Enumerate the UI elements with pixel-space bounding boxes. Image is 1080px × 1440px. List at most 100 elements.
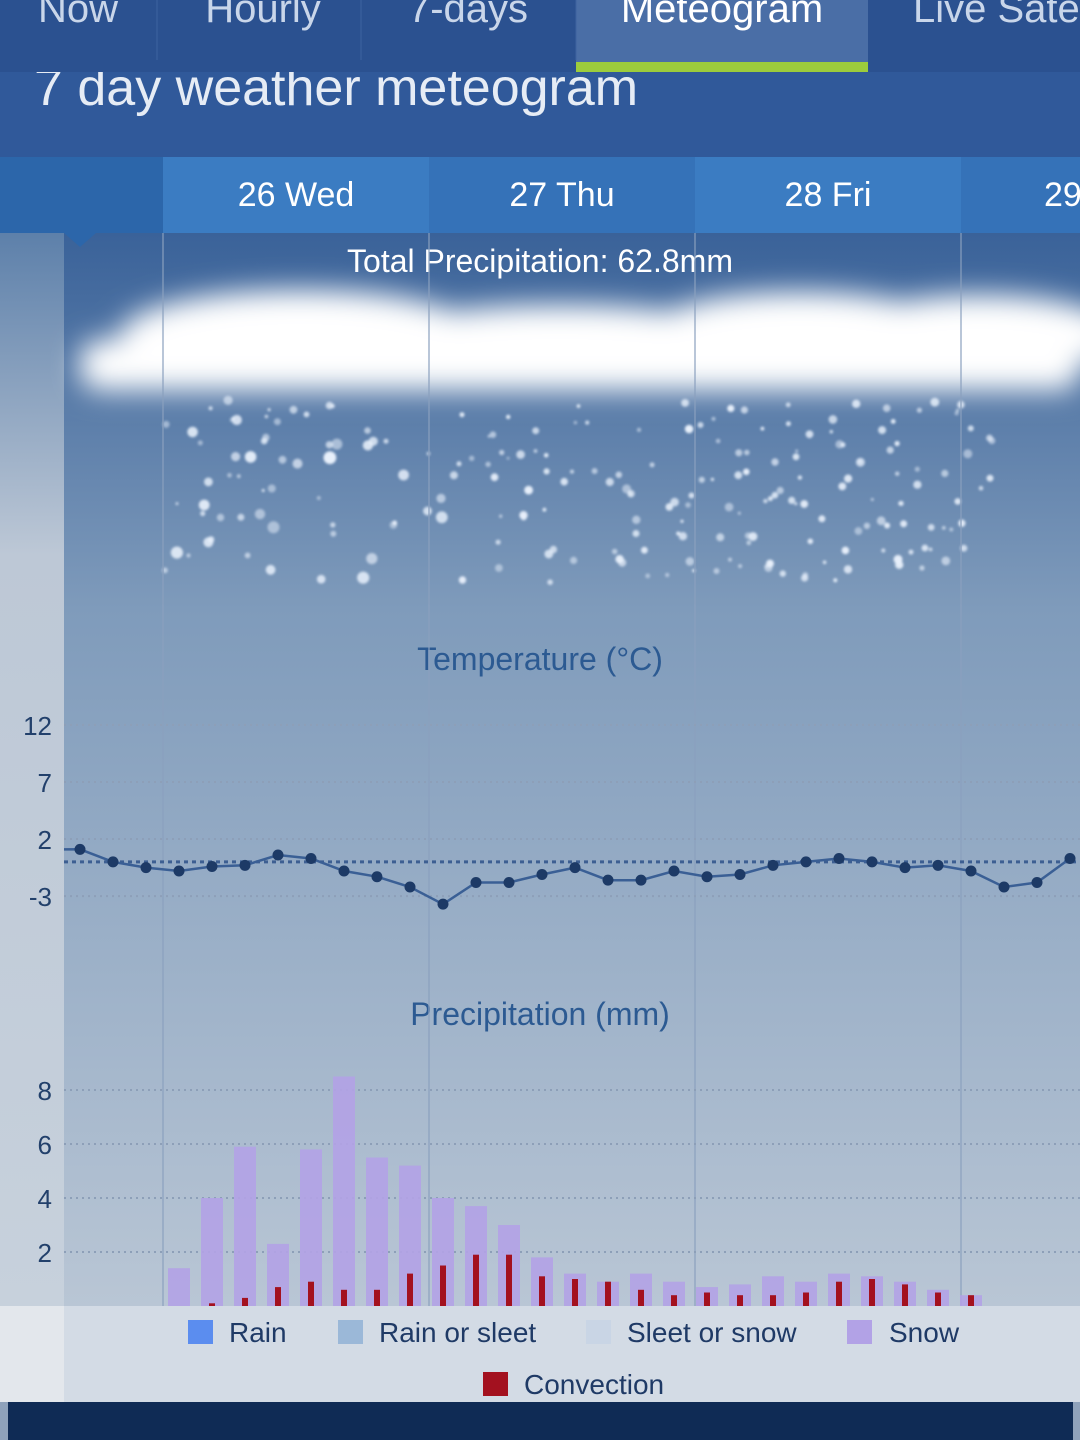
convection-bar [506,1254,512,1306]
snowflake [162,420,170,428]
snowflake [330,522,336,528]
snowflake [854,527,863,535]
temperature-point [668,865,680,877]
snowflake [833,578,838,583]
y-tick-label: -3 [29,882,52,912]
day-cell [695,157,961,233]
convection-bar [539,1276,545,1306]
y-tick-label: 8 [38,1076,52,1106]
snowflake [187,426,198,438]
snowflake [207,536,215,543]
temperature-point [404,881,416,893]
snowflake [908,549,914,555]
convection-bar [968,1295,974,1306]
snowflake [688,492,695,499]
precipitation-bar [300,1149,322,1306]
snowflake [886,446,894,454]
legend-swatch [483,1372,508,1396]
snowflake [954,498,961,505]
snowflake [516,450,525,459]
snowflake [941,469,949,477]
snowflake [231,416,235,421]
snowflake [895,471,900,476]
snowflake [265,564,276,575]
snowflake [698,476,705,483]
convection-bar [440,1265,446,1306]
snowflake [728,557,732,562]
snowflake [649,462,655,468]
snowflake [458,576,467,584]
snowflake [495,539,501,545]
legend-label: Convection [524,1369,664,1400]
temperature-point [206,860,218,872]
snowflake [715,438,721,444]
y-tick-label: 6 [38,1130,52,1160]
temperature-point [173,865,185,877]
convection-bar [407,1273,413,1306]
snowflake [499,449,505,456]
convection-bar [473,1254,479,1306]
snowflake [325,441,334,449]
temperature-point [338,865,350,877]
temperature-point [107,856,119,868]
convection-bar [671,1295,677,1306]
precipitation-bar [366,1157,388,1306]
snowflake [456,461,462,467]
snowflake [641,546,648,554]
snowflake [615,555,624,564]
snowflake [267,484,276,493]
snowflake [392,520,398,526]
snowflake [801,574,809,582]
snowflake [941,526,946,530]
snowflake [436,493,446,503]
snowflake [469,455,475,461]
snowflake [622,484,632,494]
convection-bar [770,1295,776,1306]
legend-strip [0,1306,64,1402]
temperature-point [437,898,449,910]
snowflake [737,511,741,515]
precipitation-bar [663,1281,685,1306]
temperature-point [602,874,614,886]
snowflake [645,573,651,579]
snowflake [788,496,796,504]
snowflake [941,556,951,566]
snowflake [459,412,465,418]
snowflake [927,524,935,531]
precipitation-title: Precipitation (mm) [410,996,670,1032]
temperature-point [305,852,317,864]
temperature-point [272,849,284,861]
snowflake [919,565,925,571]
legend-swatch [847,1320,872,1344]
snowflake [665,503,674,511]
snowflake [532,427,540,435]
temperature-point [767,859,779,871]
snowflake [331,438,343,450]
bottom-edge [0,1402,8,1440]
day-cell [163,157,429,233]
snowflake [490,473,499,482]
snowflake [967,425,974,432]
snowflake [680,519,684,523]
snowflake [487,434,491,438]
legend-label: Sleet or snow [627,1317,797,1348]
snowflake [200,510,206,517]
snowflake [254,508,266,520]
convection-bar [935,1292,941,1306]
convection-bar [902,1284,908,1306]
snowflake [208,406,213,411]
snowflake [863,522,871,529]
snowflake [292,458,303,469]
convection-bar [242,1297,248,1306]
snowflake [740,406,749,414]
snowflake [876,516,886,526]
snowflake [785,402,791,408]
snowflake [236,474,241,479]
snowflake [794,502,798,506]
snowflake [223,395,233,405]
snowflake [542,507,547,512]
snowflake [547,579,553,585]
snowflake [807,538,814,545]
snowflake [685,557,695,566]
